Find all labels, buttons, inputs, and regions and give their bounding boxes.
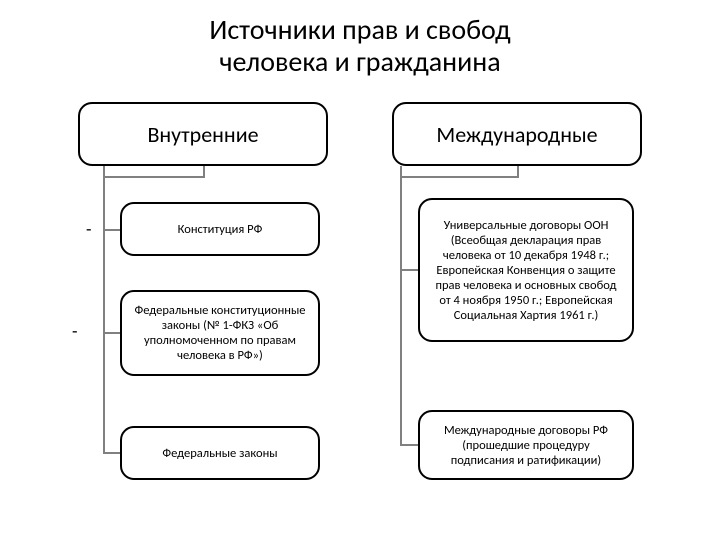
connector-right-branch-1	[400, 269, 418, 271]
connector-right-trunk	[400, 166, 402, 445]
left-item-2: Федеральные конституционные законы (№ 1-…	[120, 290, 320, 376]
title-line-2: человека и гражданина	[219, 44, 500, 79]
left-item-1: Конституция РФ	[120, 202, 320, 256]
connector-left-branch-3	[103, 452, 120, 454]
category-internal: Внутренние	[78, 102, 328, 166]
connector-left-branch-2	[103, 332, 120, 334]
connector-right-stub-v	[517, 166, 519, 176]
dash-marker-1: -	[86, 218, 92, 240]
category-international: Международные	[392, 102, 642, 166]
diagram-title: Источники прав и свобод человека и гражд…	[0, 0, 720, 78]
connector-left-corner	[103, 176, 105, 178]
right-item-1: Универсальные договоры ООН (Всеобщая дек…	[418, 198, 634, 342]
right-item-1-text: Универсальные договоры ООН (Всеобщая дек…	[430, 218, 622, 323]
category-international-label: Международные	[436, 121, 597, 148]
connector-right-branch-2	[400, 444, 418, 446]
dash-marker-2: -	[72, 320, 78, 342]
connector-left-stub-v	[203, 166, 205, 176]
left-item-2-text: Федеральные конституционные законы (№ 1-…	[132, 303, 308, 363]
right-item-2: Международные договоры РФ (прошедшие про…	[418, 410, 634, 480]
left-item-1-text: Конституция РФ	[178, 222, 263, 237]
title-line-1: Источники прав и свобод	[209, 12, 510, 47]
connector-right-stub-h	[400, 176, 519, 178]
connector-left-stub-h	[103, 176, 205, 178]
left-item-3-text: Федеральные законы	[162, 446, 277, 461]
connector-left-trunk	[103, 166, 105, 453]
right-item-2-text: Международные договоры РФ (прошедшие про…	[430, 423, 622, 468]
connector-left-branch-1	[103, 229, 120, 231]
category-internal-label: Внутренние	[147, 121, 258, 148]
left-item-3: Федеральные законы	[120, 426, 320, 480]
